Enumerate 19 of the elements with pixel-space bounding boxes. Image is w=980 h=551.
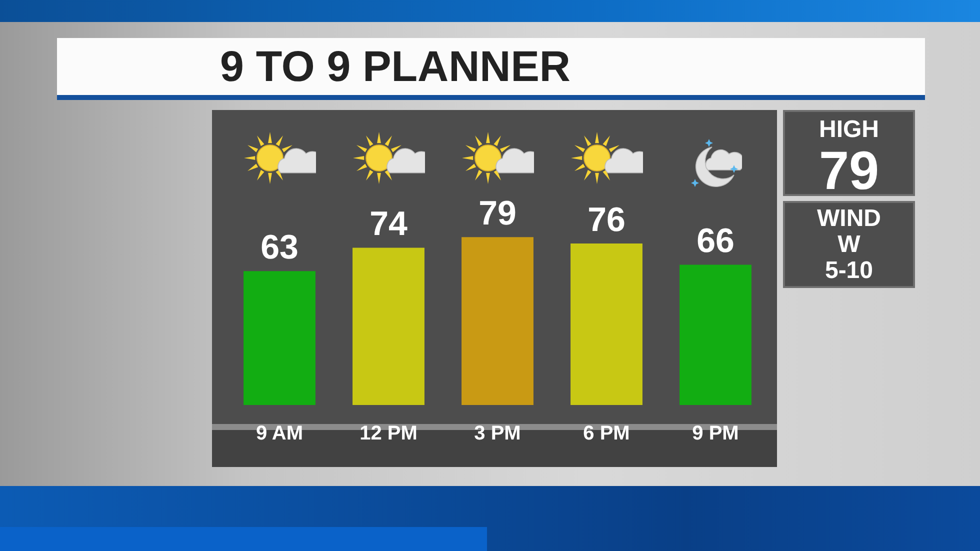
x-tick-label: 9 PM — [692, 422, 739, 445]
chart-title: 9 TO 9 PLANNER — [220, 42, 570, 92]
data-label: 79 — [478, 194, 516, 232]
text: WIND — [816, 205, 882, 232]
data-label: 63 — [260, 228, 298, 266]
data-label: 66 — [696, 222, 734, 260]
bar — [244, 271, 316, 405]
bar — [570, 244, 642, 405]
text: W — [836, 231, 862, 258]
x-tick-label: 12 PM — [360, 422, 418, 445]
x-tick-label: 6 PM — [583, 422, 630, 445]
x-tick-label: 9 AM — [256, 422, 304, 445]
bar — [352, 248, 424, 405]
text: 5-10 — [824, 257, 874, 284]
data-label: 76 — [588, 200, 626, 239]
data-label: 74 — [370, 205, 408, 244]
bar — [680, 264, 752, 405]
bar — [462, 237, 534, 405]
x-tick-label: 3 PM — [474, 422, 521, 445]
